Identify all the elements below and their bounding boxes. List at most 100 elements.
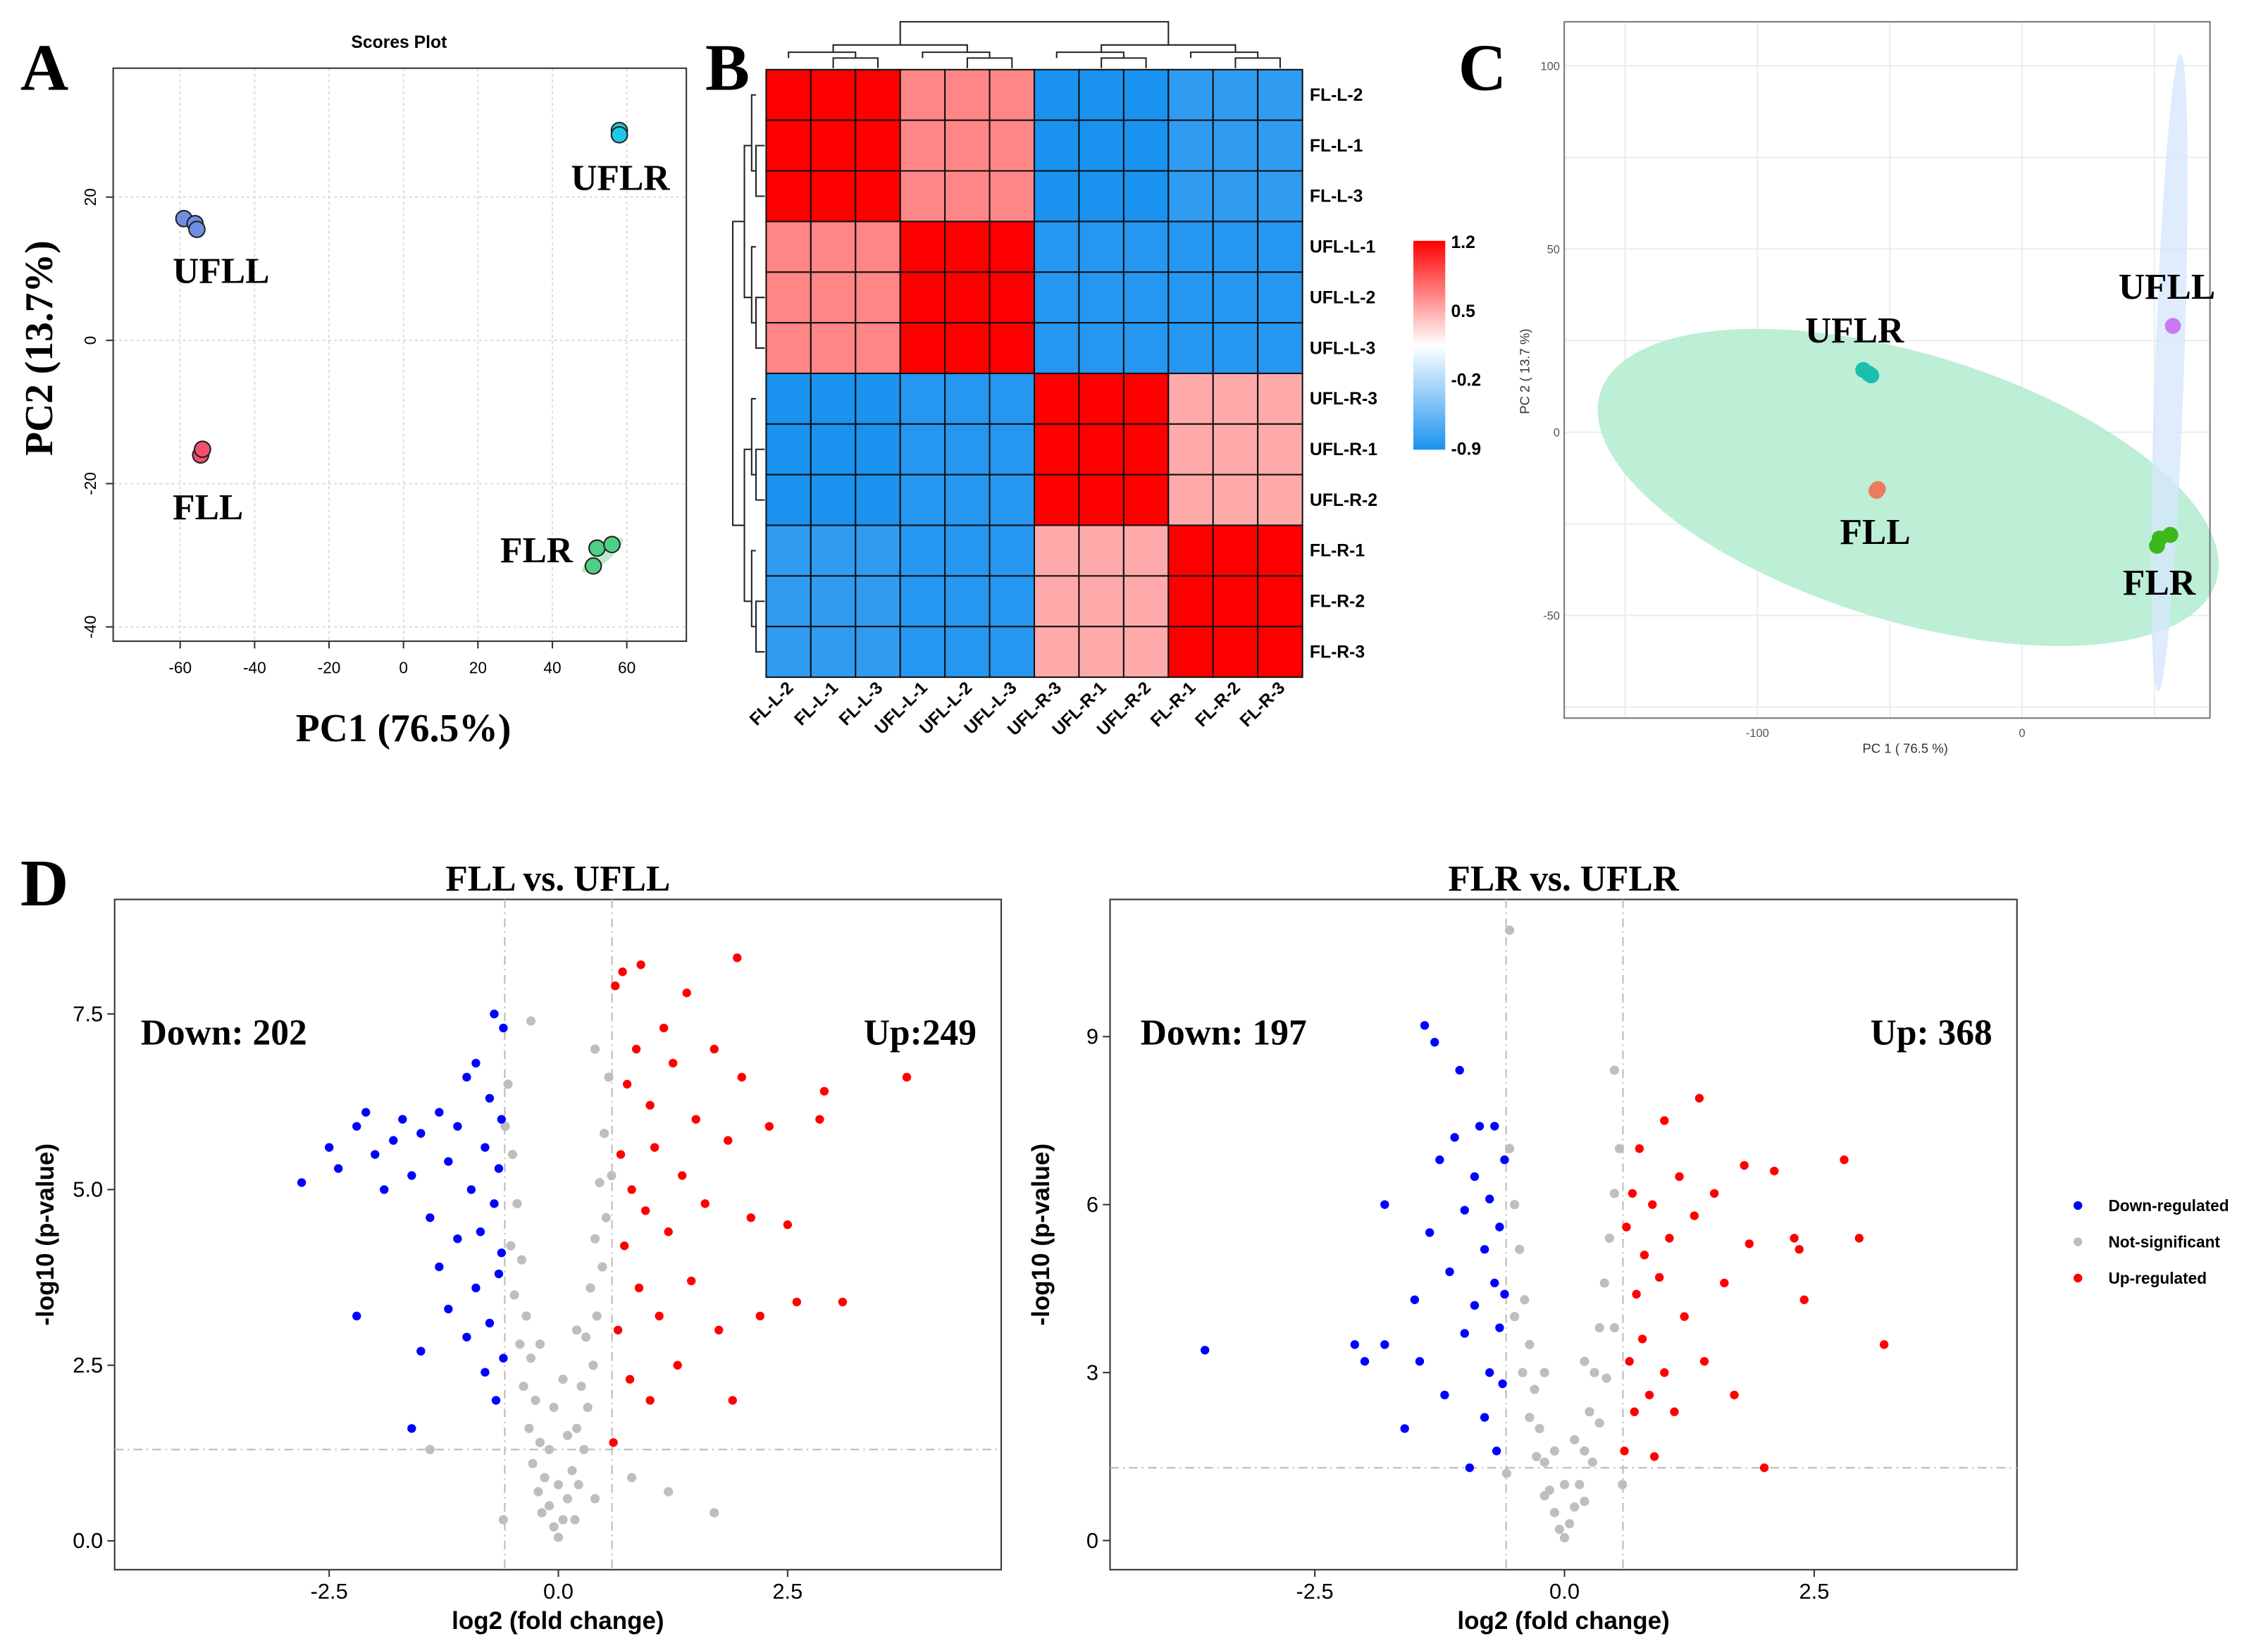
heatmap-cell <box>765 473 812 526</box>
heatmap-cell <box>1167 372 1214 425</box>
heatmap-cell <box>765 221 812 273</box>
heatmap-cell <box>1033 524 1080 577</box>
heatmap-cell <box>810 322 857 375</box>
heatmap-cell <box>944 221 991 273</box>
data-point-up-regulated <box>1840 1155 1849 1165</box>
heatmap-cell <box>989 626 1036 679</box>
data-point-down-regulated <box>453 1122 462 1131</box>
column-dendrogram-branch <box>788 51 857 58</box>
column-dendrogram-branch <box>832 57 879 68</box>
heatmap-cell <box>855 423 901 476</box>
column-label: FL-R-1 <box>1147 679 1200 731</box>
heatmap-cell <box>1257 473 1303 526</box>
data-point-down-regulated <box>485 1093 495 1103</box>
x-tick-label: -40 <box>243 658 266 676</box>
heatmap-cell <box>1122 221 1170 273</box>
heatmap-cell <box>1212 119 1259 172</box>
data-point-not-significant <box>526 1353 536 1363</box>
data-point-not-significant <box>1570 1435 1580 1445</box>
data-point-down-regulated <box>389 1136 398 1145</box>
data-point-down-regulated <box>1201 1346 1210 1355</box>
data-point-not-significant <box>1515 1244 1525 1254</box>
heatmap-cell <box>1122 626 1170 679</box>
heatmap-cell <box>810 524 857 577</box>
data-point-not-significant <box>581 1332 591 1342</box>
panel-label-b: B <box>705 32 750 105</box>
data-point-down-regulated <box>1415 1357 1425 1366</box>
data-point-down-regulated <box>352 1122 361 1131</box>
data-point-down-regulated <box>453 1234 462 1244</box>
data-point-down-regulated <box>1440 1390 1449 1400</box>
data-point-not-significant <box>709 1508 719 1518</box>
heatmap-cell <box>1122 473 1170 526</box>
row-dendrogram-branch <box>755 448 765 501</box>
legend-label: Not-significant <box>2108 1233 2220 1251</box>
data-point-up-regulated <box>673 1361 682 1370</box>
heatmap-cell <box>1122 372 1170 425</box>
data-point-up-regulated <box>815 1115 824 1124</box>
heatmap-cell <box>810 221 857 273</box>
data-point-not-significant <box>558 1515 568 1525</box>
y-axis-label: PC2 (13.7%) <box>18 240 61 456</box>
data-point-not-significant <box>588 1361 598 1370</box>
heatmap-cell <box>1167 322 1214 375</box>
heatmap-cell <box>810 372 857 425</box>
data-point-up-regulated <box>620 1241 629 1251</box>
data-point-flr <box>2162 526 2179 543</box>
data-point-not-significant <box>664 1487 674 1497</box>
data-point-not-significant <box>1532 1451 1542 1461</box>
chart-title: FLL vs. UFLL <box>445 859 670 899</box>
data-point-up-regulated <box>655 1311 664 1321</box>
heatmap-cell <box>944 322 991 375</box>
up-count-label: Up: 368 <box>1871 1012 1993 1053</box>
data-point-not-significant <box>558 1375 568 1384</box>
data-point-up-regulated <box>746 1213 755 1222</box>
data-point-down-regulated <box>1380 1340 1389 1349</box>
heatmap-cell <box>989 473 1036 526</box>
y-tick-label: 0 <box>1086 1528 1098 1553</box>
data-point-up-regulated <box>613 1325 623 1334</box>
y-tick-label: 3 <box>1086 1360 1098 1384</box>
heatmap-cell <box>855 119 901 172</box>
data-point-up-regulated <box>819 1086 829 1096</box>
heatmap-cell <box>989 271 1036 324</box>
data-point-up-regulated <box>709 1044 719 1054</box>
data-point-not-significant <box>574 1480 583 1489</box>
heatmap-cell <box>765 119 812 172</box>
group-ellipse-flr <box>582 537 624 574</box>
heatmap-cell <box>1078 626 1124 679</box>
data-point-ufll <box>2164 318 2181 334</box>
data-point-up-regulated <box>1622 1222 1631 1232</box>
group-label: UFLL <box>2119 267 2215 307</box>
column-label: FL-L-2 <box>746 679 797 729</box>
heatmap-cell <box>989 221 1036 273</box>
heatmap-cell <box>765 322 812 375</box>
data-point-not-significant <box>1599 1278 1609 1288</box>
data-point-up-regulated <box>622 1079 632 1089</box>
colorbar-tick-label: 1.2 <box>1451 233 1475 252</box>
data-point-up-regulated <box>1648 1200 1657 1209</box>
data-point-down-regulated <box>497 1115 507 1124</box>
data-point-down-regulated <box>371 1150 380 1159</box>
data-point-up-regulated <box>724 1136 733 1145</box>
heatmap-cell <box>1257 575 1303 628</box>
data-point-not-significant <box>1549 1446 1559 1456</box>
column-dendrogram-branch <box>1101 57 1147 68</box>
heatmap-cell <box>944 119 991 172</box>
data-point-uflr <box>1863 367 1880 384</box>
x-tick-label: 20 <box>469 658 487 676</box>
heatmap-cell <box>899 271 946 324</box>
heatmap-cell <box>899 372 946 425</box>
heatmap-cell <box>765 68 812 121</box>
heatmap-cell <box>899 626 946 679</box>
heatmap-cell <box>899 119 946 172</box>
heatmap-cell <box>1212 322 1259 375</box>
heatmap-cell <box>1212 473 1259 526</box>
data-point-not-significant <box>1554 1525 1565 1535</box>
heatmap-cell <box>1122 271 1170 324</box>
legend-label: Up-regulated <box>2108 1269 2207 1287</box>
data-point-down-regulated <box>435 1108 444 1117</box>
heatmap-cell <box>1122 322 1170 375</box>
group-label: FLL <box>173 488 243 528</box>
data-point-down-regulated <box>466 1185 476 1194</box>
